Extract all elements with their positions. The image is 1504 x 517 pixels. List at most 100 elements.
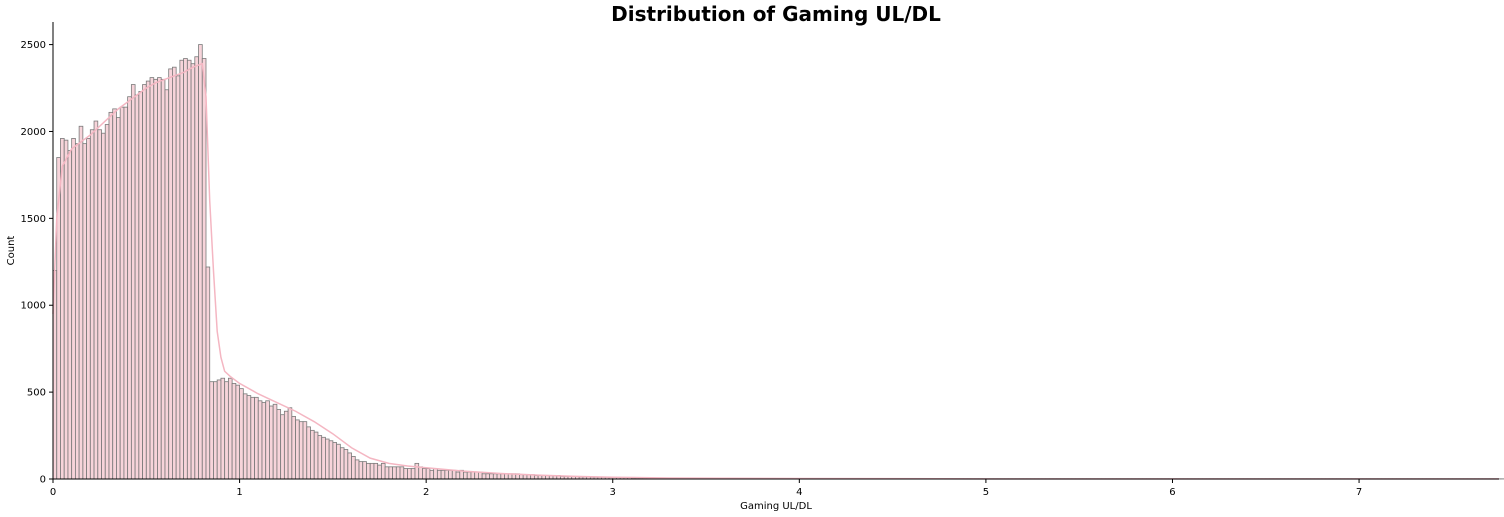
x-tick-label: 0 <box>50 487 56 498</box>
histogram-bar <box>138 91 143 480</box>
histogram-bar <box>168 68 173 480</box>
y-tick-label: 500 <box>27 388 46 399</box>
histogram-bar <box>235 384 240 480</box>
histogram-bar <box>474 471 479 480</box>
histogram-bars <box>52 44 1504 480</box>
histogram-bar <box>134 94 140 480</box>
histogram-bar <box>63 139 69 480</box>
histogram-bar <box>519 474 524 480</box>
histogram-bar <box>440 469 446 480</box>
histogram-bar <box>485 473 490 480</box>
histogram-bar <box>504 473 509 480</box>
histogram-bar <box>74 143 80 480</box>
histogram-bar <box>489 473 494 480</box>
histogram-bar <box>392 466 397 480</box>
histogram-bar <box>194 56 199 480</box>
histogram-bar <box>149 77 155 480</box>
histogram-bar <box>448 469 453 480</box>
histogram-bar <box>384 466 390 480</box>
axes <box>52 22 1499 480</box>
histogram-bar <box>190 63 196 480</box>
histogram-bar <box>317 435 323 480</box>
histogram-bar <box>269 405 274 480</box>
kde-curve <box>52 62 1499 480</box>
histogram-bar <box>239 388 244 480</box>
histogram-bar <box>377 464 382 480</box>
histogram-bar <box>306 426 311 480</box>
x-tick-label: 7 <box>1356 487 1362 498</box>
histogram-bar <box>231 383 237 480</box>
y-tick-label: 1500 <box>21 214 46 225</box>
histogram-bar <box>172 66 177 480</box>
histogram-bar <box>492 473 498 480</box>
histogram-bar <box>302 421 308 480</box>
x-axis-ticks: 0 1 2 3 4 5 6 7 <box>50 479 1362 498</box>
histogram-bar <box>119 106 125 480</box>
histogram-bar <box>179 59 185 480</box>
histogram-bar <box>213 381 218 480</box>
histogram-bar <box>272 403 278 480</box>
histogram-bar <box>142 84 147 480</box>
histogram-bar <box>500 473 505 480</box>
histogram-bar <box>444 469 449 480</box>
histogram-bar <box>533 475 539 480</box>
histogram-bar <box>388 466 393 480</box>
histogram-bar <box>328 440 334 480</box>
histogram-bar <box>246 395 252 480</box>
histogram-bar <box>451 469 457 480</box>
histogram-bar <box>410 468 416 480</box>
histogram-bar <box>130 84 136 480</box>
histogram-bar <box>153 78 158 480</box>
x-tick-label: 3 <box>610 487 616 498</box>
histogram-bar <box>97 129 102 480</box>
histogram-bar <box>164 89 170 480</box>
histogram-bar <box>82 143 87 480</box>
histogram-bar <box>325 438 330 480</box>
histogram-bar <box>433 468 438 480</box>
x-tick-label: 6 <box>1169 487 1175 498</box>
histogram-bar <box>67 150 73 480</box>
histogram-bar <box>321 436 326 480</box>
histogram-bar <box>366 462 371 480</box>
histogram-bar <box>123 106 129 480</box>
histogram-bar <box>373 462 379 480</box>
histogram-bar <box>407 468 412 480</box>
histogram-bar <box>127 96 132 480</box>
histogram-bar <box>463 471 468 480</box>
histogram-bar <box>93 120 99 480</box>
histogram-bar <box>295 419 300 480</box>
histogram-bar <box>104 124 110 480</box>
histogram-bar <box>216 379 222 480</box>
y-axis-ticks: 0 500 1000 1500 2000 2500 <box>21 40 53 486</box>
histogram-bar <box>145 80 151 480</box>
y-tick-label: 2500 <box>21 40 46 51</box>
y-axis-label: Count <box>6 236 17 266</box>
histogram-bar <box>257 400 263 480</box>
histogram-bar <box>183 58 188 480</box>
histogram-bar <box>343 449 349 480</box>
histogram-bar <box>313 431 319 480</box>
histogram-bar <box>351 456 356 480</box>
histogram-bar <box>403 468 408 480</box>
histogram-bar <box>380 462 386 480</box>
y-tick-label: 0 <box>40 475 46 486</box>
x-tick-label: 2 <box>423 487 429 498</box>
histogram-bar <box>347 452 352 480</box>
histogram-bar <box>369 462 375 480</box>
histogram-bar <box>436 469 442 480</box>
histogram-bar <box>78 125 84 480</box>
x-axis-label: Gaming UL/DL <box>740 501 812 512</box>
histogram-bar <box>220 377 226 480</box>
y-tick-label: 1000 <box>21 301 46 312</box>
histogram-bar <box>496 473 502 480</box>
histogram-bar <box>186 59 192 480</box>
histogram-bar <box>362 461 367 480</box>
histogram-bar <box>242 393 248 480</box>
histogram-bar <box>422 468 427 480</box>
histogram-bar <box>101 132 106 480</box>
histogram-bar <box>395 466 401 480</box>
histogram-bar <box>481 473 487 480</box>
histogram-bar <box>339 447 345 480</box>
x-tick-label: 4 <box>796 487 802 498</box>
histogram-bar <box>276 409 282 480</box>
